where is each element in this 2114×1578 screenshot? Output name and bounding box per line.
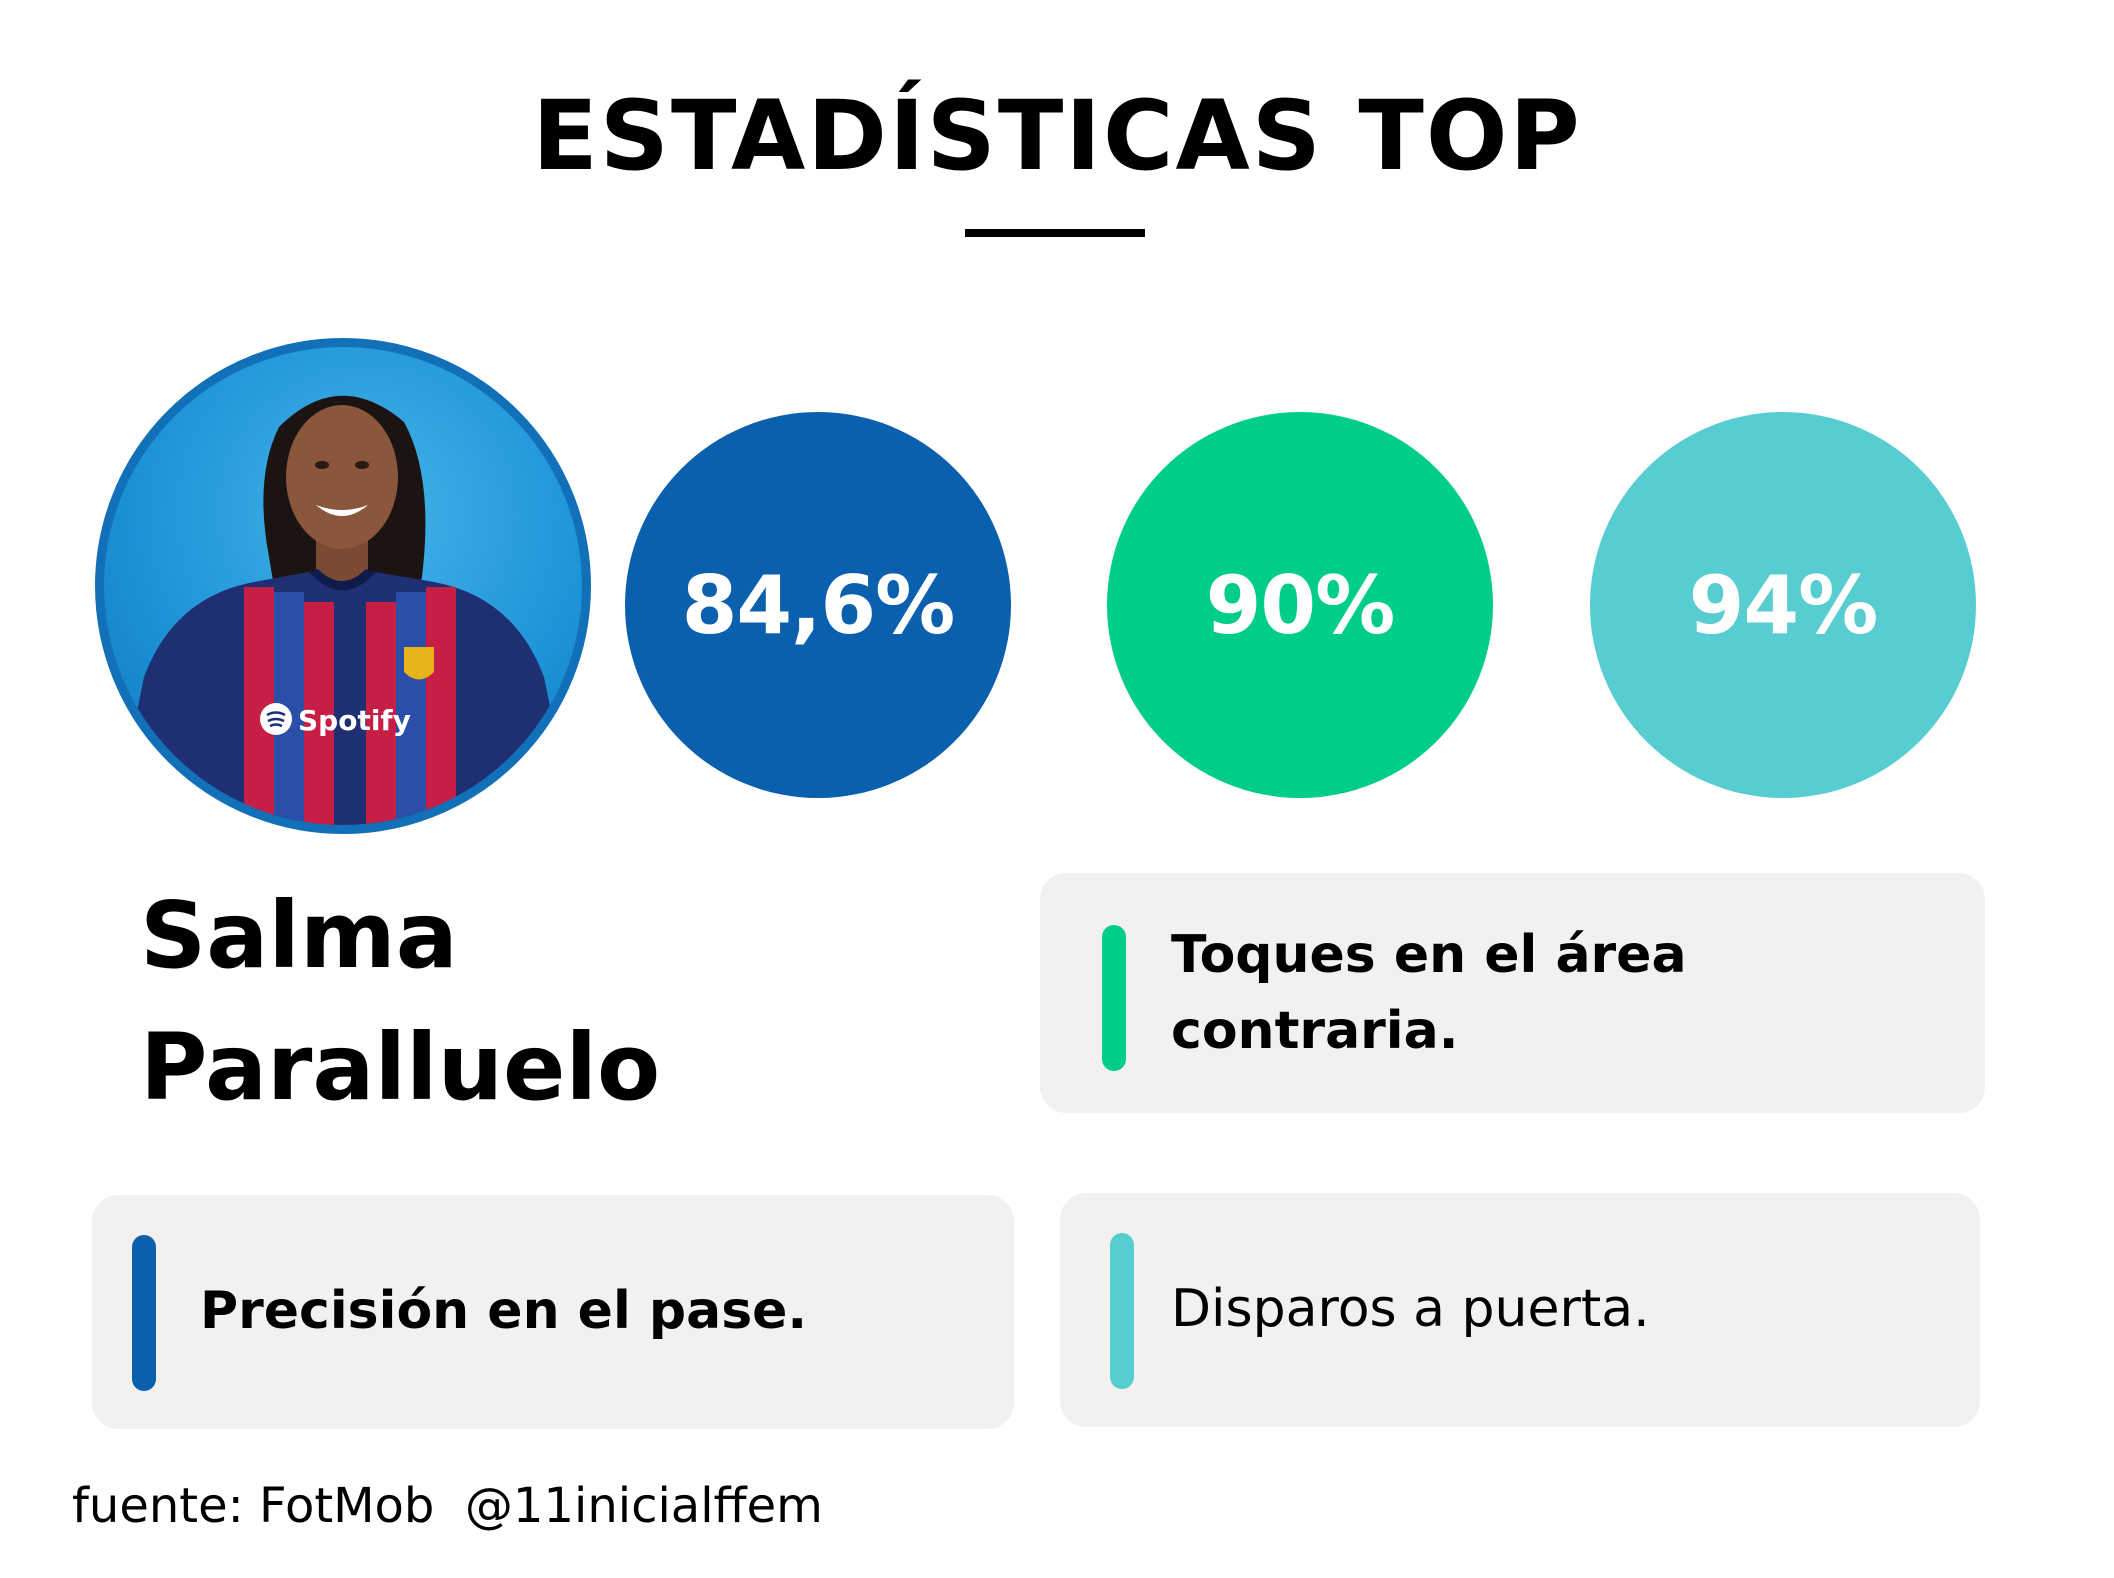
source-credit: fuente: FotMob @11inicialffem <box>72 1478 823 1534</box>
title-divider <box>965 229 1145 237</box>
stat-value: 90% <box>1205 558 1395 652</box>
stat-circle-box-touches: 90% <box>1107 412 1493 798</box>
stat-card-box-touches: Toques en el área contraria. <box>1040 873 1985 1113</box>
page-title: ESTADÍSTICAS TOP <box>532 80 1582 192</box>
stat-value: 84,6% <box>681 558 956 652</box>
player-illustration: Spotify <box>114 395 574 825</box>
stat-label: Precisión en el pase. <box>200 1281 808 1341</box>
accent-bar <box>1102 925 1126 1071</box>
player-last-name: Paralluelo <box>140 1014 661 1121</box>
stat-card-shots-on-target: Disparos a puerta. <box>1060 1193 1980 1427</box>
player-name: Salma Paralluelo <box>140 870 660 1134</box>
accent-bar <box>1110 1233 1134 1389</box>
player-photo: Spotify <box>95 338 591 834</box>
stat-card-pass-accuracy: Precisión en el pase. <box>92 1195 1014 1429</box>
stat-circle-pass-accuracy: 84,6% <box>625 412 1011 798</box>
player-first-name: Salma <box>140 882 458 989</box>
stat-label: Toques en el área contraria. <box>1171 925 1687 1061</box>
stat-value: 94% <box>1688 558 1878 652</box>
shirt-sponsor: Spotify <box>298 704 411 737</box>
accent-bar <box>132 1235 156 1391</box>
stat-circle-shots-on-target: 94% <box>1590 412 1976 798</box>
stat-label: Disparos a puerta. <box>1171 1279 1650 1339</box>
